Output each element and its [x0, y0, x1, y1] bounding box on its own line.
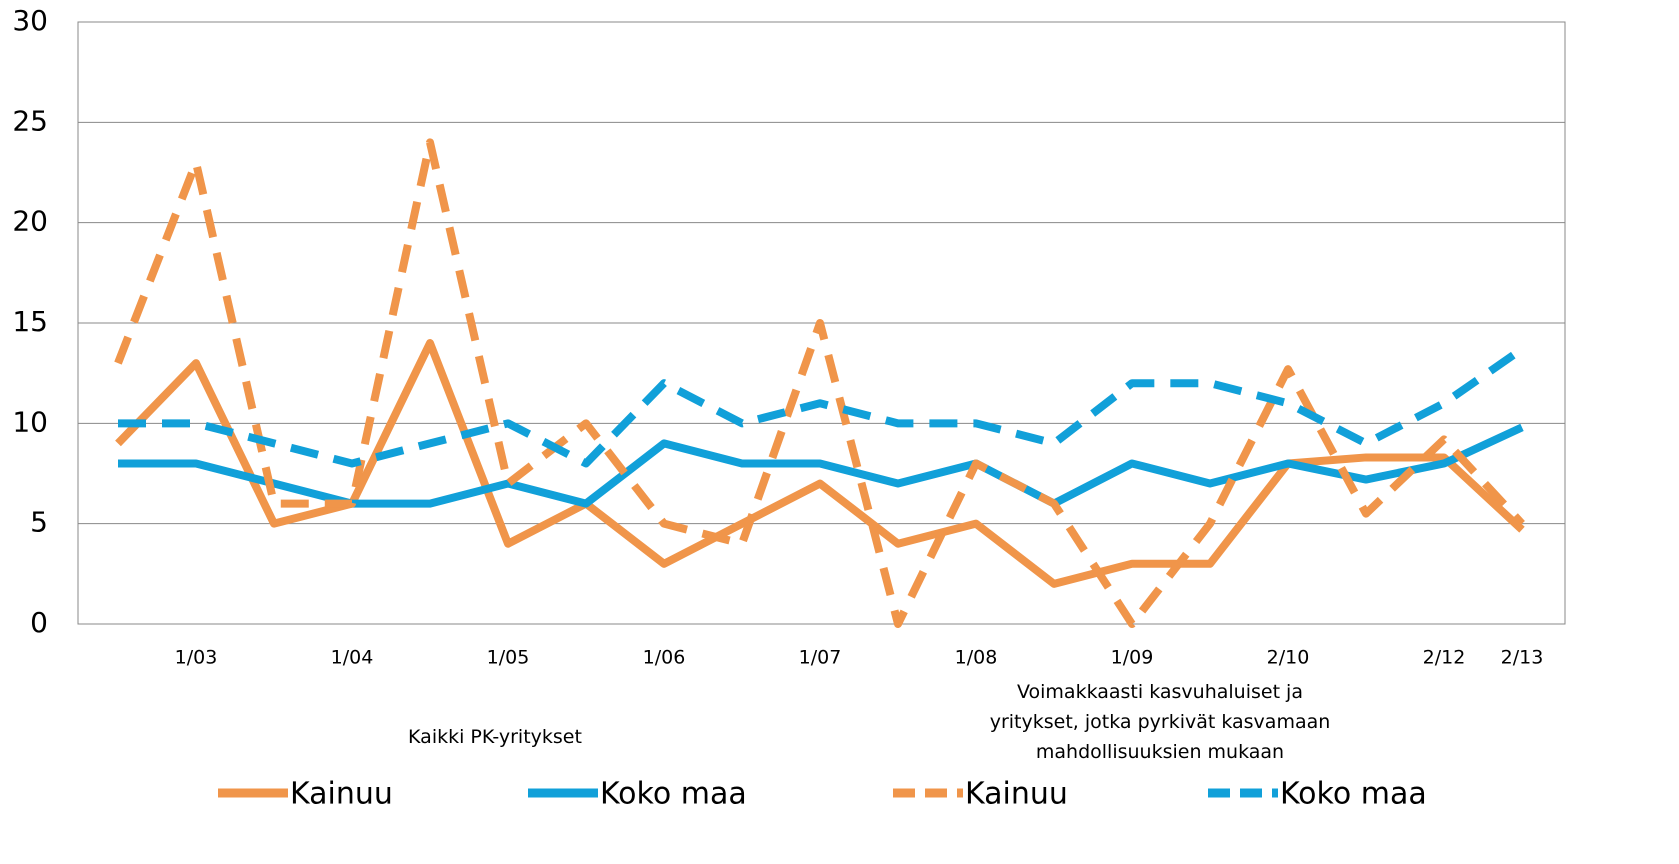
series-line — [114, 138, 1525, 628]
annotation: Kaikki PK-yritykset — [408, 726, 582, 748]
x-tick-label: 2/13 — [1501, 647, 1544, 669]
series-line — [118, 423, 1524, 508]
series-line — [118, 345, 1525, 468]
x-tick-label: 2/12 — [1423, 647, 1466, 669]
y-tick-label: 15 — [12, 305, 48, 338]
annotation: Voimakkaasti kasvuhaluiset ja yritykset, … — [990, 681, 1331, 763]
annotation-line: yritykset, jotka pyrkivät kasvamaan — [990, 711, 1331, 733]
legend-label: Koko maa — [600, 777, 747, 812]
y-tick-label: 0 — [30, 606, 48, 639]
x-tick-label: 1/06 — [643, 647, 686, 669]
legend-label: Kainuu — [965, 777, 1068, 812]
x-tick-label: 1/05 — [487, 647, 530, 669]
x-tick-label: 1/07 — [799, 647, 842, 669]
x-tick-label: 1/04 — [331, 647, 374, 669]
y-tick-label: 20 — [12, 205, 48, 238]
annotation-line: Voimakkaasti kasvuhaluiset ja — [1017, 681, 1303, 703]
x-tick-label: 2/10 — [1267, 647, 1310, 669]
annotation-line: mahdollisuuksien mukaan — [1036, 741, 1284, 763]
legend-label: Koko maa — [1280, 777, 1427, 812]
y-tick-label: 10 — [12, 405, 48, 438]
x-tick-label: 1/09 — [1111, 647, 1154, 669]
y-tick-label: 25 — [12, 104, 48, 137]
y-tick-label: 5 — [30, 506, 48, 539]
x-tick-label: 1/08 — [955, 647, 998, 669]
x-tick-label: 1/03 — [175, 647, 218, 669]
y-tick-label: 30 — [12, 4, 48, 37]
annotation-line: Kaikki PK-yritykset — [408, 726, 582, 748]
legend-label: Kainuu — [290, 777, 393, 812]
